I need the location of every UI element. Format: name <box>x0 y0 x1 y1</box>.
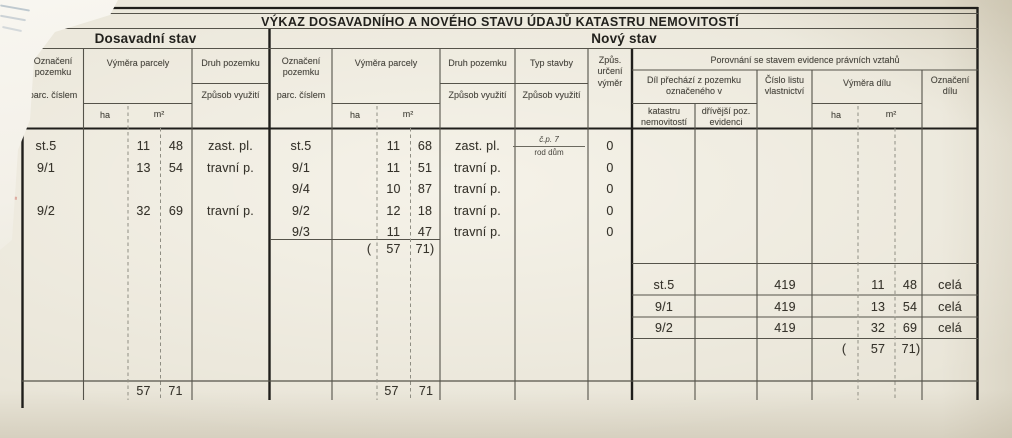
building-type-entry: č.p. 7 rod dům <box>513 135 585 157</box>
comparison-dil-row0: celá <box>938 278 962 292</box>
total-old-m2b: 71 <box>168 384 183 398</box>
total-new-m2a: 57 <box>384 384 399 398</box>
comparison-parcel-row1: 9/1 <box>655 300 673 314</box>
new-m2b-row2: 87 <box>417 182 433 196</box>
old-m2a-row0: 11 <box>136 139 151 153</box>
total-new-m2b: 71 <box>418 384 434 398</box>
col-header-former-register: dřívější poz. evidenci <box>701 106 751 128</box>
col-header-m2-old: m² <box>153 109 165 119</box>
old-m2b-row0: 48 <box>168 139 184 153</box>
section-old-state: Dosavadní stav <box>94 31 197 46</box>
determination-row0: 0 <box>606 139 614 153</box>
comparison-lv-row0: 419 <box>774 278 796 292</box>
determination-row4: 0 <box>606 225 614 239</box>
new-landtype-row1: travní p. <box>454 161 501 175</box>
old-landtype-row3: travní p. <box>207 204 254 218</box>
col-header-parcel-sub-new: parc. číslem <box>276 90 326 100</box>
col-header-determination: Způs. určení výměr <box>597 55 623 88</box>
new-landtype-row4: travní p. <box>454 225 501 239</box>
col-header-usetype-old: Způsob využití <box>201 90 260 100</box>
comparison-subtotal-m2a: 57 <box>870 342 886 356</box>
comparison-m2a-row0: 11 <box>871 278 885 292</box>
new-m2a-row0: 11 <box>386 139 401 153</box>
old-m2a-row1: 13 <box>136 161 151 175</box>
building-kind: rod dům <box>534 147 564 157</box>
determination-row2: 0 <box>606 182 614 196</box>
grid-thin-lines <box>22 12 978 400</box>
comparison-m2b-row2: 69 <box>902 321 918 335</box>
new-parcel-row1: 9/1 <box>292 161 310 175</box>
col-header-cadastre: katastru nemovitostí <box>640 106 688 128</box>
old-m2a-row3: 32 <box>136 204 151 218</box>
comparison-dil-row1: celá <box>938 300 962 314</box>
new-parcel-row4: 9/3 <box>292 225 310 239</box>
comparison-subtotal-paren: ( <box>841 342 847 356</box>
col-header-ha-new: ha <box>349 110 360 120</box>
new-m2b-row3: 18 <box>417 204 433 218</box>
col-header-comparison: Porovnání se stavem evidence právních vz… <box>710 55 900 65</box>
col-header-buildingtype: Typ stavby <box>529 58 574 68</box>
new-m2b-row0: 68 <box>417 139 433 153</box>
col-header-parcel-new: Označení pozemku <box>281 56 321 78</box>
comparison-lv-row1: 419 <box>774 300 796 314</box>
comparison-m2a-row2: 32 <box>870 321 886 335</box>
col-header-ownership-sheet: Číslo listu vlastnictví <box>764 75 805 97</box>
comparison-parcel-row2: 9/2 <box>655 321 673 335</box>
col-header-landtype-new: Druh pozemku <box>448 58 507 68</box>
old-landtype-row1: travní p. <box>207 161 254 175</box>
grid-dashed-lines <box>127 106 896 400</box>
new-landtype-row3: travní p. <box>454 204 501 218</box>
old-m2b-row3: 69 <box>168 204 184 218</box>
col-header-parcel-sub-old: parc. číslem <box>28 90 78 100</box>
col-header-part-from: Díl přechází z pozemku označeného v <box>646 75 742 97</box>
new-parcel-row2: 9/4 <box>292 182 310 196</box>
grid-thick-lines <box>21 6 979 408</box>
new-subtotal-paren: ( <box>366 242 372 256</box>
total-old-m2a: 57 <box>136 384 151 398</box>
building-number: č.p. 7 <box>513 135 585 147</box>
col-header-usetype-building: Způsob využití <box>522 90 581 100</box>
comparison-m2a-row1: 13 <box>870 300 886 314</box>
section-new-state: Nový stav <box>591 31 657 46</box>
col-header-part-area: Výměra dílu <box>842 78 892 88</box>
new-m2a-row2: 10 <box>386 182 401 196</box>
new-parcel-row0: st.5 <box>290 139 312 153</box>
new-landtype-row2: travní p. <box>454 182 501 196</box>
new-subtotal-m2b: 71) <box>415 242 435 256</box>
old-m2b-row1: 54 <box>168 161 184 175</box>
old-parcel-row0: st.5 <box>35 139 57 153</box>
new-m2a-row1: 11 <box>386 161 401 175</box>
col-header-usetype-new: Způsob využití <box>448 90 507 100</box>
new-m2b-row1: 51 <box>417 161 433 175</box>
col-header-parcel-old: Označení pozemku <box>33 56 73 78</box>
new-m2b-row4: 47 <box>417 225 433 239</box>
determination-row1: 0 <box>606 161 614 175</box>
col-header-area-old: Výměra parcely <box>106 58 170 68</box>
determination-row3: 0 <box>606 204 614 218</box>
col-header-m2-new: m² <box>402 109 414 119</box>
new-m2a-row3: 12 <box>386 204 401 218</box>
comparison-m2b-row1: 54 <box>902 300 918 314</box>
form-title: VÝKAZ DOSAVADNÍHO A NOVÉHO STAVU ÚDAJŮ K… <box>261 14 739 29</box>
new-parcel-row3: 9/2 <box>292 204 310 218</box>
col-header-ha-part: ha <box>830 110 841 120</box>
new-m2a-row4: 11 <box>386 225 401 239</box>
col-header-area-new: Výměra parcely <box>354 58 418 68</box>
new-landtype-row0: zast. pl. <box>455 139 500 153</box>
old-landtype-row0: zast. pl. <box>208 139 253 153</box>
col-header-landtype-old: Druh pozemku <box>201 58 260 68</box>
old-parcel-row3: 9/2 <box>37 204 55 218</box>
col-header-m2-part: m² <box>885 109 897 119</box>
comparison-parcel-row0: st.5 <box>653 278 675 292</box>
comparison-subtotal-m2b: 71) <box>901 342 921 356</box>
comparison-lv-row2: 419 <box>774 321 796 335</box>
new-subtotal-m2a: 57 <box>386 242 401 256</box>
comparison-m2b-row0: 48 <box>902 278 918 292</box>
col-header-ha-old: ha <box>99 110 110 120</box>
old-parcel-row1: 9/1 <box>37 161 55 175</box>
col-header-part-label: Označení dílu <box>930 75 970 97</box>
comparison-dil-row2: celá <box>938 321 962 335</box>
